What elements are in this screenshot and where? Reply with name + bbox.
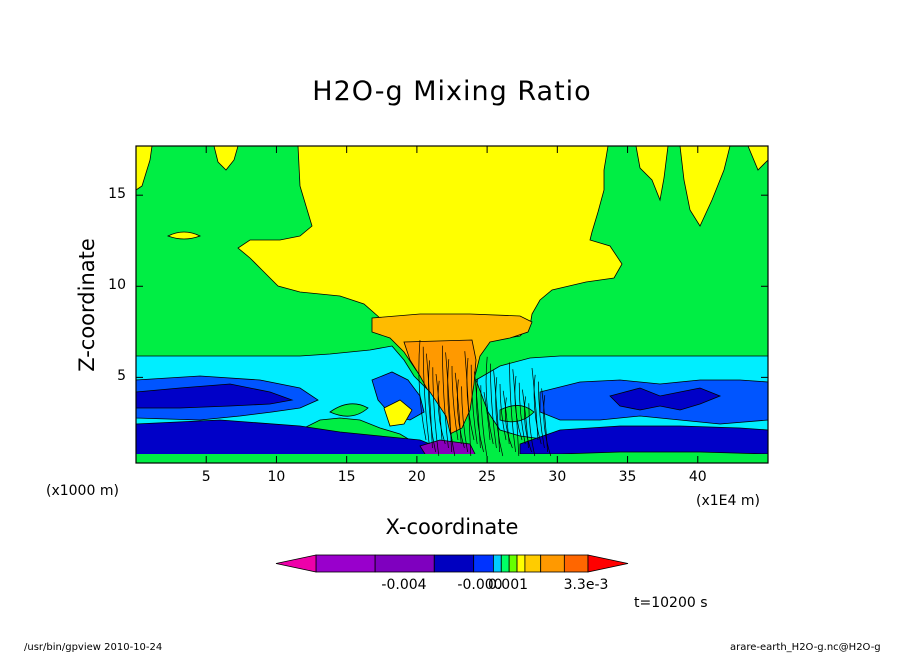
- contour-streak: [502, 390, 510, 445]
- contour-streak: [522, 389, 529, 449]
- contour-streak: [451, 365, 459, 441]
- contour-streak: [531, 367, 539, 441]
- colorbar-segment: [473, 554, 494, 573]
- contour-streak: [483, 391, 491, 441]
- contour-streak: [476, 378, 484, 453]
- colorbar: [275, 554, 629, 573]
- contour-streak: [470, 364, 478, 445]
- contour-streak: [474, 371, 481, 449]
- contour-streak: [428, 360, 436, 453]
- contour-streak: [432, 367, 440, 457]
- field-yellow-streak-2: [635, 146, 669, 202]
- x-tick-label: 20: [407, 469, 426, 485]
- contour-streak: [509, 362, 516, 453]
- contour-streak: [533, 374, 542, 445]
- x-tick-label: 35: [618, 469, 637, 485]
- x-tick-label: 5: [201, 469, 211, 485]
- colorbar-over-arrow: [587, 554, 629, 573]
- colorbar-label: 0.001: [487, 577, 529, 593]
- x-unit-right: (x1E4 m): [696, 493, 760, 509]
- contour-streak: [456, 379, 465, 449]
- x-tick-label: 30: [548, 469, 567, 485]
- colorbar-label: 3.3e-3: [563, 577, 609, 593]
- contour-streak: [454, 372, 462, 445]
- contour-streak: [493, 370, 500, 453]
- contour-streak: [435, 373, 443, 441]
- y-axis-label: Z-coordinate: [75, 238, 99, 372]
- contour-streak: [524, 396, 532, 453]
- colorbar-segment: [500, 554, 510, 573]
- x-unit-left: (x1000 m): [46, 483, 119, 499]
- colorbar-segment: [492, 554, 502, 573]
- field-yellow-streak-1: [213, 146, 239, 171]
- colorbar-segment: [563, 554, 589, 573]
- contour-streak: [426, 353, 433, 449]
- contour-streak: [418, 339, 427, 441]
- field-blue-dark-right: [609, 387, 722, 411]
- x-tick-label: 15: [337, 469, 356, 485]
- y-tick-label: 15: [108, 186, 126, 203]
- contour-streak: [504, 397, 513, 449]
- contour-streak: [543, 395, 552, 457]
- contour-streak: [538, 381, 545, 449]
- colorbar-label: -0.004: [381, 577, 427, 593]
- colorbar-under-arrow: [275, 554, 317, 573]
- chart-title: H2O-g Mixing Ratio: [312, 76, 592, 107]
- contour-streak: [490, 363, 497, 449]
- contour-streak: [499, 383, 507, 441]
- contour-streak: [464, 351, 472, 457]
- field-yellow-topleft: [136, 146, 153, 191]
- contour-streak: [447, 359, 456, 457]
- contour-streak: [466, 357, 475, 441]
- convective-streaks: [418, 339, 552, 457]
- contour-streak: [422, 346, 430, 445]
- x-tick-label: 10: [267, 469, 286, 485]
- contour-streak: [541, 388, 548, 453]
- field-yellow-lowbits: [383, 399, 413, 427]
- field-blue-dark-left: [136, 383, 294, 409]
- x-axis-label: X-coordinate: [385, 515, 519, 539]
- contour-streak: [461, 386, 468, 453]
- colorbar-segment: [315, 554, 376, 573]
- contour-streak: [528, 403, 536, 457]
- colorbar-segment: [524, 554, 542, 573]
- plot-frame: [135, 145, 769, 464]
- footer-right: arare-earth_H2O-g.nc@H2O-g: [730, 642, 881, 653]
- colorbar-segment: [508, 554, 518, 573]
- time-label: t=10200 s: [634, 595, 708, 611]
- field-green-bottom-strip: [136, 454, 768, 463]
- contour-streak: [518, 382, 526, 445]
- contour-streak: [437, 380, 446, 445]
- field-green-blob-1: [329, 403, 369, 417]
- y-axis-ticks: [136, 194, 768, 378]
- colorbar-segment: [374, 554, 435, 573]
- contour-streak: [485, 356, 494, 445]
- colorbar-segment: [433, 554, 475, 573]
- y-tick-label: 5: [117, 368, 126, 385]
- contour-streak: [514, 375, 523, 441]
- contour-streak: [495, 377, 504, 457]
- contour-streak: [480, 385, 488, 457]
- field-yellow-streak-4: [747, 146, 768, 171]
- footer-left: /usr/bin/gpview 2010-10-24: [24, 642, 163, 653]
- y-tick-label: 10: [108, 277, 126, 294]
- x-tick-label: 40: [688, 469, 707, 485]
- x-axis-ticks: [205, 146, 699, 463]
- field-yellow-blob-left: [166, 231, 202, 240]
- colorbar-label: -0.000: [457, 577, 503, 593]
- colorbar-segment: [516, 554, 526, 573]
- x-tick-label: 25: [478, 469, 497, 485]
- contour-streak: [442, 345, 449, 449]
- contour-streak: [445, 352, 452, 453]
- colorbar-segment: [540, 554, 565, 573]
- field-yellow-streak-3: [679, 146, 731, 227]
- field-orange-core: [403, 339, 477, 435]
